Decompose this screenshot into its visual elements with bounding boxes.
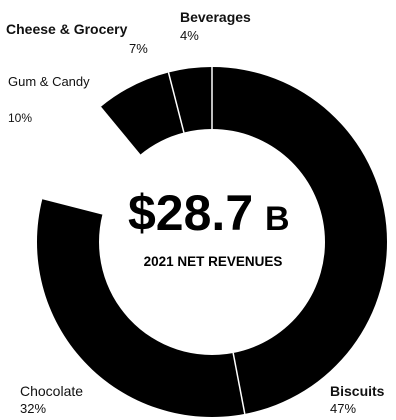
label-chocolate: Chocolate <box>20 383 83 399</box>
value-gum-candy: 10% <box>8 111 32 125</box>
donut-slices <box>37 67 387 417</box>
value-beverages: 4% <box>180 28 199 43</box>
slice-gum-candy <box>42 107 140 214</box>
slice-beverages <box>168 67 212 133</box>
slice-separator <box>232 352 246 415</box>
slice-separator <box>99 106 141 156</box>
value-biscuits: 47% <box>330 401 356 416</box>
slice-cheese-grocery <box>100 72 184 155</box>
center-unit: B <box>265 200 290 238</box>
slice-biscuits <box>212 67 387 414</box>
label-cheese-grocery: Cheese & Grocery <box>6 21 128 37</box>
value-chocolate: 32% <box>20 401 46 416</box>
value-cheese-grocery: 7% <box>129 41 148 56</box>
label-gum-candy-line1: Gum & Candy <box>8 74 90 89</box>
slice-separator <box>167 72 185 133</box>
center-caption: 2021 NET REVENUES <box>144 254 283 269</box>
label-beverages: Beverages <box>180 9 251 25</box>
label-biscuits: Biscuits <box>330 383 385 399</box>
center-value: $28.7 <box>128 185 253 241</box>
label-gum-candy: Gum & Candy <box>8 74 90 89</box>
slice-chocolate <box>37 198 245 417</box>
slice-separator <box>42 197 103 215</box>
